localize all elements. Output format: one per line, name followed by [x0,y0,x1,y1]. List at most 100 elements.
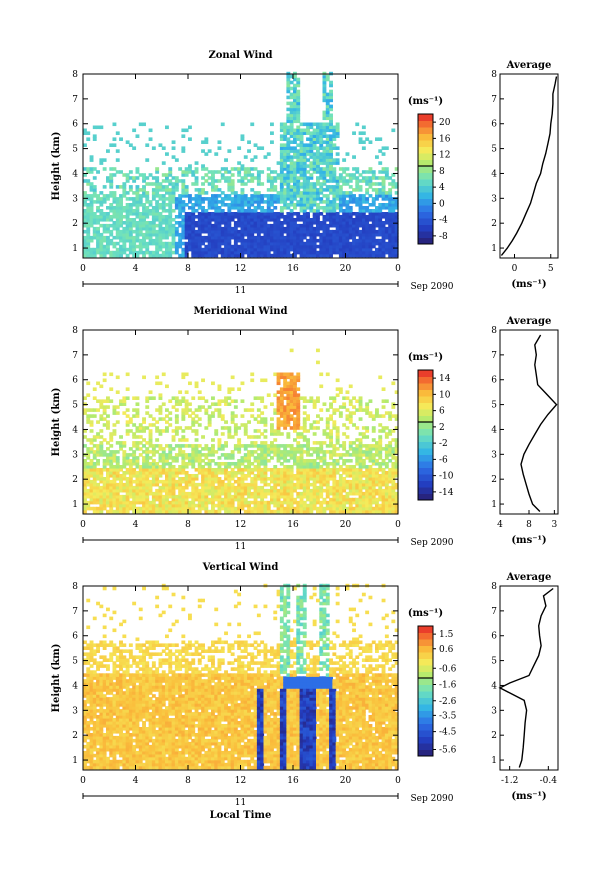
heatmap-cell [83,128,87,133]
heatmap-cell [155,250,160,255]
heatmap-cell [211,170,215,174]
heatmap-cell [132,432,137,436]
heatmap-cell [293,161,297,165]
heatmap-cell [345,485,350,490]
heatmap-cell [355,426,360,430]
heatmap-cell [171,238,176,243]
heatmap-cell [115,209,120,213]
heatmap-cell [348,250,353,255]
heatmap-cell [148,468,153,472]
heatmap-cell [115,462,120,466]
heatmap-cell [375,238,379,243]
heatmap-cell [214,488,219,493]
heatmap-cell [243,218,248,222]
heatmap-cell [329,104,333,109]
heatmap-cell [138,509,143,514]
heatmap-cell [233,423,238,427]
heatmap-cell [345,191,350,195]
heatmap-cell [83,167,87,171]
heatmap-cell [293,226,297,231]
heatmap-cell [296,77,301,82]
heatmap-cell [128,506,133,511]
heatmap-cell [260,506,265,511]
heatmap-cell [263,435,268,439]
heatmap-cell [86,223,91,228]
heatmap-cell [119,444,123,448]
heatmap-cell [358,247,363,252]
heatmap-cell [319,188,324,192]
heatmap-cell [197,468,202,472]
heatmap-cell [128,420,133,424]
heatmap-cell [358,491,363,496]
heatmap-cell [132,491,137,496]
heatmap-cell [230,179,235,183]
heatmap-cell [132,247,137,252]
heatmap-cell [352,497,356,502]
heatmap-cell [204,494,209,499]
heatmap-cell [352,485,356,490]
heatmap-cell [302,426,307,430]
heatmap-cell [158,143,163,147]
heatmap-cell [256,179,261,183]
heatmap-cell [253,468,258,472]
heatmap-cell [299,203,304,207]
heatmap-cell [151,479,156,484]
heatmap-cell [145,474,150,478]
heatmap-cell [92,194,97,198]
heatmap-cell [322,459,327,463]
heatmap-cell [106,485,110,490]
heatmap-cell [338,390,343,394]
heatmap-cell [312,185,317,189]
heatmap-cell [306,194,310,198]
heatmap-cell [122,209,127,213]
heatmap-cell [115,185,120,189]
heatmap-cell [89,459,94,463]
heatmap-cell [391,247,396,252]
heatmap-cell [279,509,284,514]
heatmap-cell [289,149,294,153]
heatmap-cell [348,247,353,252]
heatmap-cell [309,221,314,225]
heatmap-cell [296,432,301,436]
heatmap-cell [293,485,297,490]
heatmap-cell [256,232,261,237]
heatmap-cell [211,396,215,400]
heatmap-cell [293,417,297,421]
heatmap-cell [273,247,278,252]
heatmap-cell [145,441,150,445]
heatmap-cell [250,209,255,213]
heatmap-cell [256,429,261,433]
heatmap-cell [266,253,271,258]
heatmap-cell [128,226,133,231]
heatmap-cell [240,167,245,171]
heatmap-cell [371,212,376,216]
heatmap-cell [188,212,192,216]
heatmap-cell [358,485,363,490]
heatmap-cell [302,146,307,150]
heatmap-cell [338,500,343,505]
heatmap-cell [319,477,324,481]
heatmap-cell [138,441,143,445]
heatmap-cell [220,503,225,508]
heatmap-cell [243,482,248,487]
heatmap-cell [266,200,271,204]
heatmap-cell [263,378,268,383]
heatmap-cell [335,176,340,180]
heatmap-cell [361,206,366,210]
heatmap-cell [289,485,294,490]
heatmap-cell [394,235,399,240]
heatmap-cell [115,485,120,490]
heatmap-cell [296,414,301,418]
heatmap-cell [122,497,127,502]
heatmap-cell [296,232,301,237]
heatmap-cell [102,235,107,240]
heatmap-cell [96,485,100,490]
heatmap-cell [188,503,192,508]
colorbar-segment [418,172,433,180]
heatmap-cell [319,200,324,204]
heatmap-cell [188,164,192,168]
heatmap-cell [237,232,242,237]
heatmap-cell [138,426,143,430]
heatmap-cell [316,161,320,165]
heatmap-cell [283,143,288,147]
